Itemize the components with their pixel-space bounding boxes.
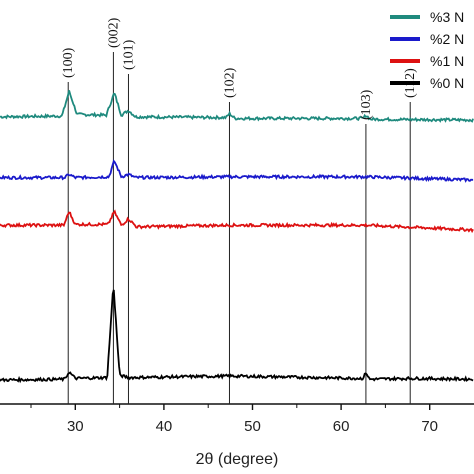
peak-label: (100) <box>61 47 76 78</box>
reference-lines <box>67 52 411 404</box>
x-tick-label: 30 <box>67 418 84 435</box>
peak-label: (101) <box>121 39 136 70</box>
x-axis-title: 2θ (degree) <box>196 451 279 468</box>
series-line <box>0 289 474 384</box>
series-line <box>0 90 474 123</box>
x-tick-label: 50 <box>244 418 261 435</box>
legend-label: %1 N <box>430 53 464 69</box>
peak-label: (102) <box>222 67 237 98</box>
series-line <box>0 159 474 183</box>
series-layer <box>0 90 474 384</box>
legend-label: %3 N <box>430 9 464 25</box>
legend: %3 N %2 N %1 N %0 N <box>390 9 464 91</box>
peak-label: (103) <box>359 89 374 120</box>
x-ticks: 30 40 50 60 70 <box>30 404 438 435</box>
legend-label: %0 N <box>430 75 464 91</box>
x-tick-label: 70 <box>421 418 438 435</box>
peak-label: (002) <box>106 17 121 48</box>
peak-labels: (100)(002)(101)(102)(103)(112) <box>61 17 418 120</box>
x-tick-label: 40 <box>156 418 173 435</box>
series-line <box>0 209 474 234</box>
legend-label: %2 N <box>430 31 464 47</box>
x-tick-label: 60 <box>333 418 350 435</box>
